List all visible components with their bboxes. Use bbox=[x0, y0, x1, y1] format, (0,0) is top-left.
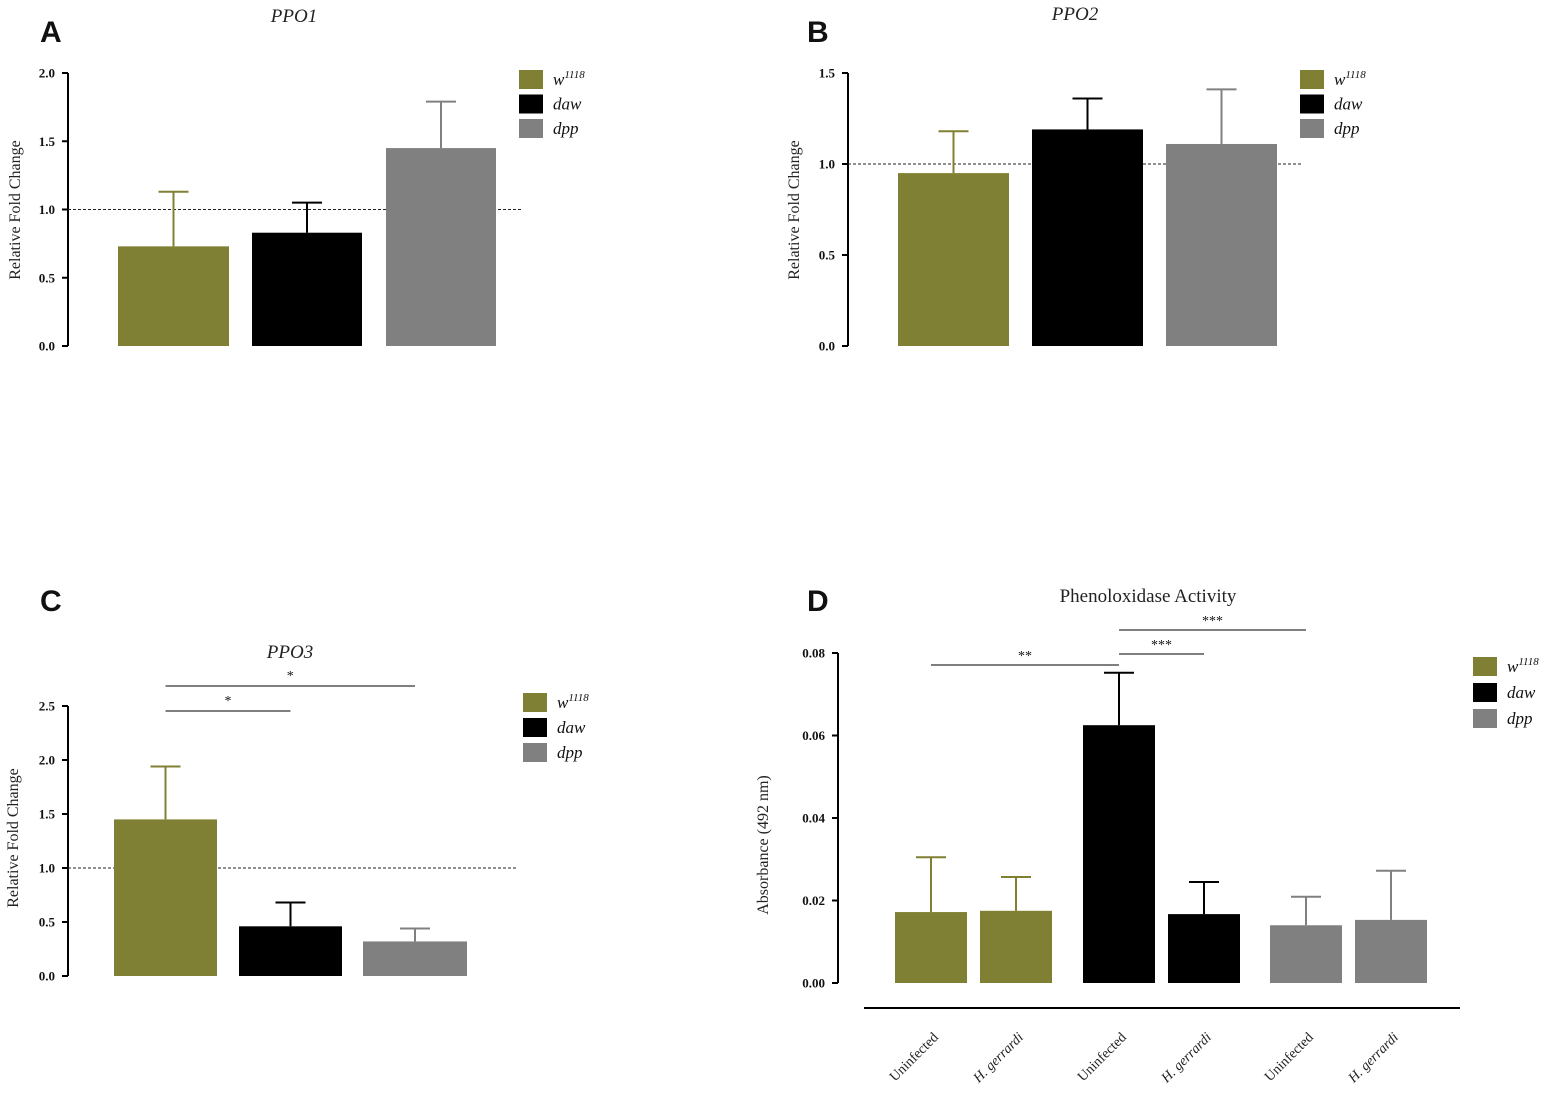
panel-letter: C bbox=[40, 585, 62, 618]
y-axis-label: Absorbance (492 nm) bbox=[755, 775, 772, 915]
y-tick-label: 0.0 bbox=[819, 339, 835, 354]
y-tick-label: 1.5 bbox=[819, 66, 836, 81]
chart-title: Phenoloxidase Activity bbox=[1060, 586, 1237, 607]
y-axis-label: Relative Fold Change bbox=[5, 768, 22, 908]
y-tick-label: 0.5 bbox=[39, 915, 56, 930]
y-tick-label: 1.0 bbox=[39, 861, 55, 876]
significance-label: * bbox=[225, 694, 232, 709]
legend-label-w1118: w1118 bbox=[1507, 656, 1539, 676]
legend-label-daw: daw bbox=[553, 95, 582, 114]
legend-swatch-w1118 bbox=[1300, 70, 1324, 89]
bar-w1118 bbox=[114, 819, 217, 976]
x-category-label: H. gerrardi bbox=[1158, 1030, 1215, 1087]
legend-swatch-w1118 bbox=[519, 70, 543, 89]
significance-label: *** bbox=[1151, 638, 1172, 653]
y-axis-label: Relative Fold Change bbox=[7, 140, 24, 280]
panel-letter: D bbox=[807, 585, 829, 618]
bar-dpp bbox=[363, 941, 467, 976]
significance-label: ** bbox=[1018, 649, 1032, 664]
significance-label: *** bbox=[1202, 614, 1223, 629]
y-tick-label: 2.0 bbox=[39, 753, 55, 768]
legend-swatch-dpp bbox=[519, 119, 543, 138]
legend-label-w1118: w1118 bbox=[557, 692, 589, 712]
x-category-label: H. gerrardi bbox=[970, 1030, 1027, 1087]
bar-w1118 bbox=[118, 246, 229, 346]
bar-dpp bbox=[1270, 925, 1342, 983]
y-tick-label: 0.00 bbox=[802, 976, 825, 991]
panel-A: A PPO1 Relative Fold Change 0.0 0.5 1.0 1.5 2.0… bbox=[7, 6, 585, 354]
legend-swatch-dpp bbox=[523, 743, 547, 762]
y-tick-label: 0.0 bbox=[39, 969, 55, 984]
y-axis-label: Relative Fold Change bbox=[786, 140, 803, 280]
legend-swatch-daw bbox=[1300, 94, 1324, 114]
legend-swatch-dpp bbox=[1473, 709, 1497, 728]
bar-daw bbox=[1083, 725, 1155, 983]
panel-C: C PPO3 Relative Fold Change 0.0 0.5 1.0 1.5 2.0… bbox=[5, 585, 589, 984]
bar-dpp bbox=[1166, 143, 1277, 346]
bar-dpp bbox=[1355, 919, 1427, 983]
y-tick-label: 0.02 bbox=[802, 893, 825, 908]
bar-daw bbox=[1168, 914, 1240, 983]
panel-letter: A bbox=[40, 16, 62, 49]
y-tick-label: 2.0 bbox=[39, 66, 55, 81]
y-tick-label: 0.08 bbox=[802, 646, 825, 661]
bar-daw bbox=[252, 232, 362, 346]
legend-swatch-daw bbox=[1473, 683, 1497, 702]
x-category-label: H. gerrardi bbox=[1345, 1030, 1402, 1087]
legend-swatch-daw bbox=[519, 94, 543, 114]
bar-daw bbox=[239, 926, 342, 976]
significance-label: * bbox=[287, 669, 294, 684]
legend-label-daw: daw bbox=[1334, 95, 1363, 114]
legend-label-dpp: dpp bbox=[557, 743, 583, 762]
legend-label-w1118: w1118 bbox=[1334, 69, 1366, 89]
y-tick-label: 1.5 bbox=[39, 807, 56, 822]
x-category-label: Uninfected bbox=[887, 1030, 942, 1085]
legend-label-dpp: dpp bbox=[553, 119, 579, 138]
y-tick-label: 1.0 bbox=[819, 157, 835, 172]
chart-title: PPO1 bbox=[270, 6, 317, 27]
legend-label-dpp: dpp bbox=[1507, 709, 1533, 728]
panel-B: B PPO2 Relative Fold Change 0.0 0.5 1.0 1.5 w11… bbox=[786, 4, 1366, 354]
y-tick-label: 0.0 bbox=[39, 339, 55, 354]
chart-title: PPO3 bbox=[266, 642, 313, 663]
y-tick-label: 0.5 bbox=[819, 248, 836, 263]
y-tick-label: 0.5 bbox=[39, 270, 56, 285]
x-category-label: Uninfected bbox=[1075, 1030, 1130, 1085]
y-tick-label: 0.06 bbox=[802, 728, 825, 743]
legend-swatch-daw bbox=[523, 718, 547, 737]
legend-label-dpp: dpp bbox=[1334, 119, 1360, 138]
bar-w1118 bbox=[980, 910, 1052, 983]
chart-title: PPO2 bbox=[1051, 4, 1099, 25]
y-tick-label: 1.0 bbox=[39, 202, 55, 217]
legend-label-daw: daw bbox=[1507, 683, 1536, 702]
y-tick-label: 2.5 bbox=[39, 699, 56, 714]
panel-letter: B bbox=[807, 16, 829, 49]
bar-w1118 bbox=[895, 912, 967, 983]
y-tick-label: 0.04 bbox=[802, 811, 825, 826]
y-tick-label: 1.5 bbox=[39, 134, 56, 149]
panel-D: D Phenoloxidase Activity Absorbance (492 n… bbox=[755, 585, 1539, 1087]
legend-label-daw: daw bbox=[557, 718, 586, 737]
legend-swatch-dpp bbox=[1300, 119, 1324, 138]
bar-dpp bbox=[386, 148, 496, 346]
legend-label-w1118: w1118 bbox=[553, 69, 585, 89]
bar-w1118 bbox=[898, 173, 1009, 346]
bar-daw bbox=[1032, 129, 1143, 346]
legend-swatch-w1118 bbox=[1473, 657, 1497, 676]
x-category-label: Uninfected bbox=[1262, 1030, 1317, 1085]
legend-swatch-w1118 bbox=[523, 693, 547, 712]
